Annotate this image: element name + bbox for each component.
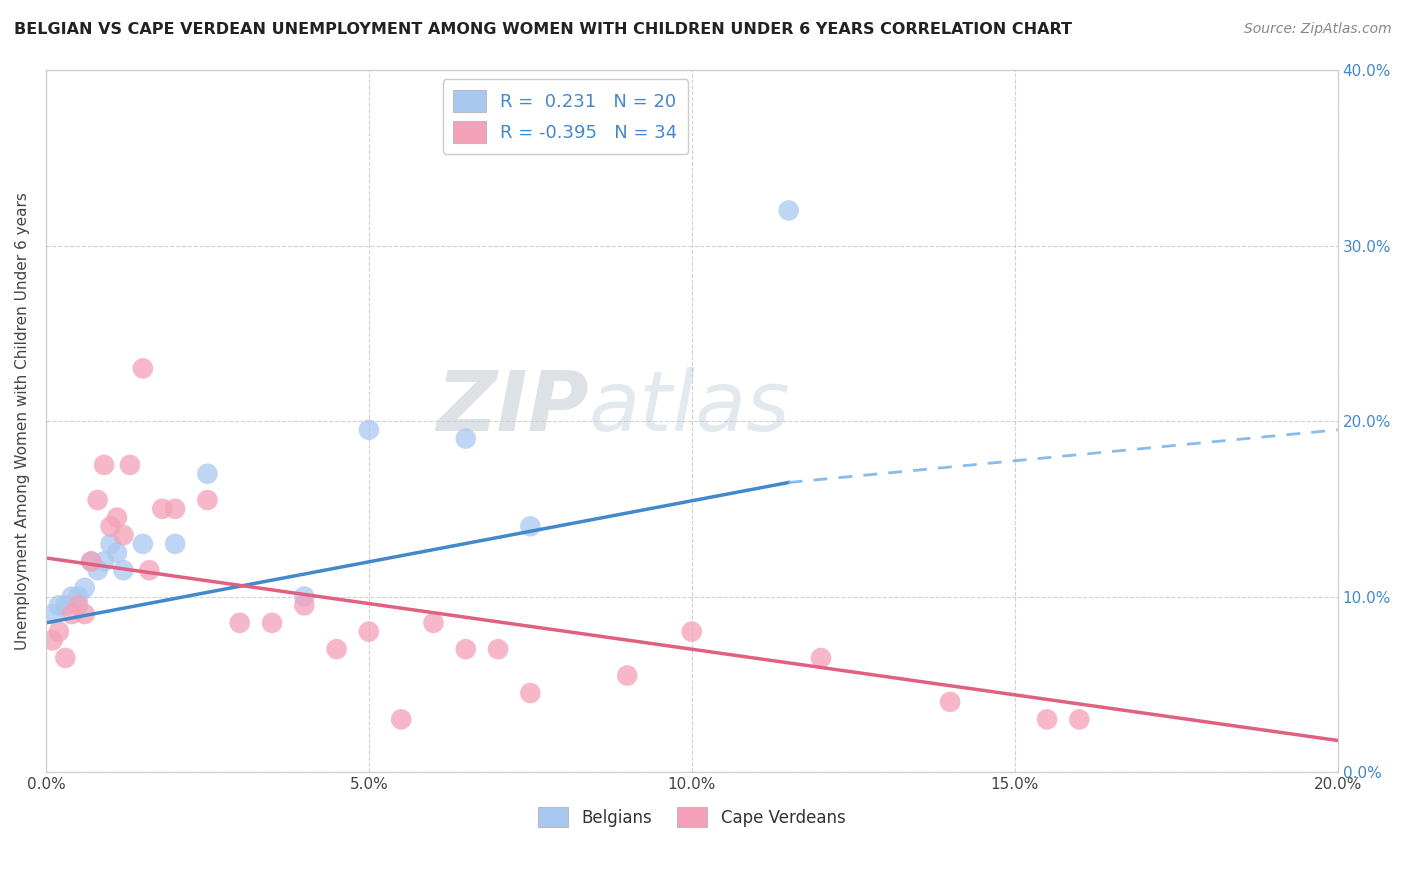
Point bbox=[357, 423, 380, 437]
Point bbox=[53, 599, 76, 613]
Point bbox=[165, 537, 187, 551]
Point bbox=[118, 458, 141, 472]
Point bbox=[67, 599, 90, 613]
Point bbox=[1069, 713, 1091, 727]
Point bbox=[1036, 713, 1059, 727]
Point bbox=[132, 537, 155, 551]
Point bbox=[93, 458, 115, 472]
Point bbox=[86, 563, 108, 577]
Point bbox=[165, 501, 187, 516]
Point bbox=[73, 607, 96, 621]
Point bbox=[60, 590, 83, 604]
Point bbox=[80, 554, 103, 568]
Point bbox=[41, 633, 63, 648]
Point bbox=[197, 467, 219, 481]
Point bbox=[100, 519, 122, 533]
Point bbox=[105, 546, 128, 560]
Point bbox=[778, 203, 800, 218]
Point bbox=[357, 624, 380, 639]
Point bbox=[519, 519, 541, 533]
Point bbox=[810, 651, 832, 665]
Point bbox=[228, 615, 250, 630]
Point bbox=[939, 695, 962, 709]
Point bbox=[132, 361, 155, 376]
Point bbox=[67, 590, 90, 604]
Point bbox=[681, 624, 703, 639]
Point bbox=[260, 615, 283, 630]
Point bbox=[112, 563, 135, 577]
Legend: Belgians, Cape Verdeans: Belgians, Cape Verdeans bbox=[531, 800, 852, 834]
Point bbox=[41, 607, 63, 621]
Point bbox=[73, 581, 96, 595]
Point bbox=[389, 713, 412, 727]
Point bbox=[138, 563, 160, 577]
Point bbox=[53, 651, 76, 665]
Point bbox=[197, 493, 219, 508]
Point bbox=[112, 528, 135, 542]
Point bbox=[48, 624, 70, 639]
Point bbox=[105, 510, 128, 524]
Point bbox=[519, 686, 541, 700]
Point bbox=[292, 590, 315, 604]
Text: atlas: atlas bbox=[589, 367, 790, 448]
Point bbox=[422, 615, 444, 630]
Point bbox=[80, 554, 103, 568]
Text: Source: ZipAtlas.com: Source: ZipAtlas.com bbox=[1244, 22, 1392, 37]
Point bbox=[150, 501, 173, 516]
Point bbox=[616, 668, 638, 682]
Point bbox=[86, 493, 108, 508]
Y-axis label: Unemployment Among Women with Children Under 6 years: Unemployment Among Women with Children U… bbox=[15, 192, 30, 650]
Point bbox=[60, 607, 83, 621]
Point bbox=[454, 432, 477, 446]
Point bbox=[100, 537, 122, 551]
Point bbox=[48, 599, 70, 613]
Point bbox=[486, 642, 509, 657]
Text: ZIP: ZIP bbox=[436, 367, 589, 448]
Point bbox=[93, 554, 115, 568]
Point bbox=[292, 599, 315, 613]
Point bbox=[454, 642, 477, 657]
Point bbox=[325, 642, 347, 657]
Text: BELGIAN VS CAPE VERDEAN UNEMPLOYMENT AMONG WOMEN WITH CHILDREN UNDER 6 YEARS COR: BELGIAN VS CAPE VERDEAN UNEMPLOYMENT AMO… bbox=[14, 22, 1071, 37]
